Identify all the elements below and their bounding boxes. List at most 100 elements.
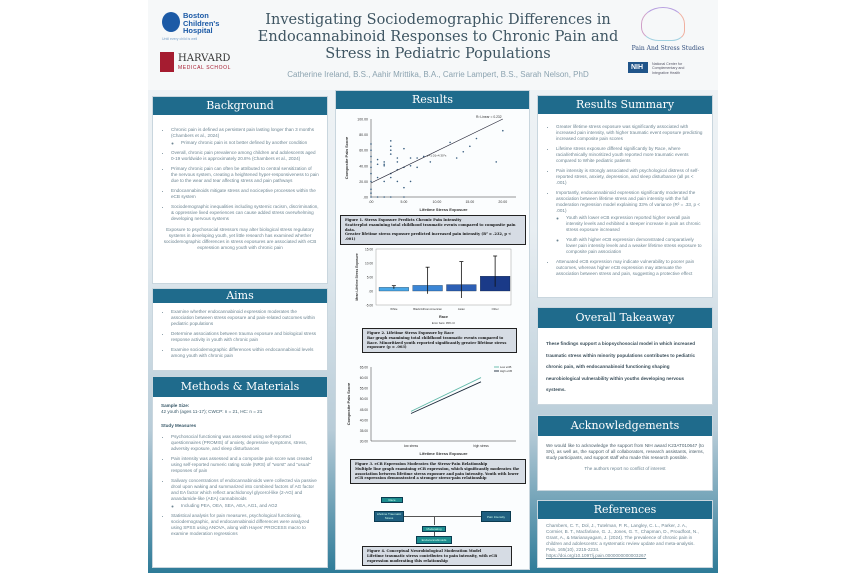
- moderation-diagram: Race Lifetime Traumatic Stress Pain Inte…: [336, 496, 531, 544]
- scatter-point: [422, 155, 425, 158]
- background-list: Chronic pain is defined as persistent pa…: [161, 127, 319, 222]
- sample-size-label: Sample Size:: [161, 403, 190, 408]
- y-tick-label: 15.00: [365, 248, 373, 252]
- scatter-point: [403, 186, 405, 189]
- figure1-title: Figure 1. Stress Exposure Predicts Chron…: [345, 218, 462, 222]
- methods-heading: Methods & Materials: [153, 377, 327, 397]
- acknowledgements-heading: Acknowledgements: [538, 416, 712, 436]
- scatter-point: [370, 172, 372, 175]
- y-tick-label: 80.00: [359, 133, 368, 137]
- y-tick-label: 60.00: [359, 149, 368, 153]
- results-heading: Results: [336, 91, 529, 109]
- scatter-point: [383, 165, 385, 167]
- references-heading: References: [538, 501, 712, 519]
- figure3-desc: Multiple line graph examining eCB expres…: [355, 466, 520, 481]
- list-item-text: Greater lifetime stress exposure was sig…: [556, 124, 703, 141]
- references-panel: References Chambers, C. T., Dol, J., Tut…: [537, 500, 713, 568]
- legend-label: Low eCB: [500, 365, 511, 369]
- list-item-text: Statistical analysis for pain measures, …: [171, 513, 310, 536]
- x-axis-label: Lifetime Stress Exposure: [419, 207, 468, 212]
- list-item: Endocannabinoids mitigate stress and noc…: [171, 188, 319, 200]
- y-tick-label: 40.00: [359, 164, 368, 168]
- list-item-text: Lifetime stress exposure differed signif…: [556, 146, 689, 163]
- y-tick-label: 30.00: [360, 440, 368, 444]
- aims-panel: Aims Examine whether endocannabinoid exp…: [152, 288, 328, 371]
- list-item: Overall, chronic pain prevalence among c…: [171, 150, 319, 162]
- authors: Catherine Ireland, B.S., Aahir Mrittika,…: [287, 70, 589, 79]
- takeaway-heading: Overall Takeaway: [538, 308, 712, 328]
- results-summary-panel: Results Summary Greater lifetime stress …: [537, 95, 713, 298]
- y-tick-label: 5.00: [367, 276, 373, 280]
- y-axis-label: Composite Pain Score: [346, 382, 351, 425]
- list-item: Examine whether endocannabinoid expressi…: [171, 309, 319, 327]
- scatter-point: [370, 192, 372, 194]
- x-tick-label: low stress: [404, 444, 419, 448]
- scatter-point: [396, 180, 399, 183]
- error-bar-note: Error bars: 95% CI: [432, 321, 455, 325]
- node-moderating: Moderating: [422, 526, 446, 532]
- list-item-text: Sociodemographic inequalities including …: [171, 204, 319, 221]
- list-item-text: Examine sociodemographic differences wit…: [171, 347, 314, 358]
- scatter-point: [429, 161, 432, 163]
- sub-list-item: Primary chronic pain is not better defin…: [181, 140, 319, 146]
- list-item-text: Endocannabinoids mitigate stress and noc…: [171, 188, 316, 199]
- y-tick-label: -5.00: [366, 304, 373, 308]
- y-tick-label: .00: [363, 196, 368, 200]
- x-tick-label: White: [390, 307, 398, 311]
- y-tick-label: .00: [369, 290, 374, 294]
- figure2-title: Figure 2. Lifetime Stress Exposure by Ra…: [367, 331, 454, 335]
- y-axis-label: Mean Lifetime Stress Exposure: [355, 253, 359, 301]
- scatter-point: [416, 157, 418, 159]
- list-item-text: Primary chronic pain can often be attrib…: [171, 166, 319, 183]
- list-item: Salivary concentrations of endocannabino…: [171, 478, 319, 509]
- list-item: Examine sociodemographic differences wit…: [171, 347, 319, 359]
- scatter-point: [389, 140, 392, 142]
- figure4-title: Figure 4. Conceptual Neurobiological Mod…: [367, 549, 482, 553]
- methods-list: Psychosocial functioning was assessed us…: [161, 434, 319, 537]
- list-item: Determine associations between trauma ex…: [171, 331, 319, 343]
- scatter-point: [370, 149, 372, 151]
- scatter-point: [389, 196, 392, 198]
- node-endocannabinoids: Endocannabinoids: [416, 536, 452, 544]
- x-tick-label: .00: [369, 200, 374, 204]
- list-item: Lifetime stress exposure differed signif…: [556, 146, 704, 164]
- reference-text: Chambers, C. T., Dol, J., Tutelman, P. R…: [546, 523, 699, 552]
- scatter-point: [409, 165, 412, 167]
- y-tick-label: 35.00: [360, 429, 368, 433]
- acknowledgements-text: We would like to acknowledge the support…: [546, 443, 704, 460]
- scatter-point: [370, 166, 372, 169]
- x-tick-label: 20.00: [498, 200, 507, 204]
- scatter-point: [449, 141, 451, 144]
- list-item-text: Pain intensity is strongly associated wi…: [556, 168, 699, 185]
- line-chart: 30.00 35.00 40.00 45.00 50.00 55.00 60.00 65.00…: [346, 365, 516, 456]
- scatter-point: [409, 157, 412, 159]
- scatter-point: [370, 161, 372, 163]
- list-item: Psychosocial functioning was assessed us…: [171, 434, 319, 452]
- background-closing: Exposure to psychosocial stressors may a…: [163, 227, 317, 250]
- results-panel: Results .00 20.00 40.00 60.00 80.00 100.00.00…: [335, 90, 530, 570]
- background-heading: Background: [153, 97, 327, 115]
- fit-line: [370, 118, 503, 184]
- scatter-point: [475, 137, 478, 140]
- list-item-text: Psychosocial functioning was assessed us…: [171, 434, 307, 451]
- figure4-desc: Lifetime traumatic stress contributes to…: [367, 553, 498, 563]
- list-item: Pain intensity was assessed and a compos…: [171, 456, 319, 474]
- x-tick-label: 5.00: [401, 200, 408, 204]
- takeaway-panel: Overall Takeaway These findings support …: [537, 307, 713, 405]
- bar-chart: -5.00 .00 5.00 10.00 15.00 White Black/African…: [355, 248, 512, 325]
- sub-list-item: Youth with lower eCB expression reported…: [566, 215, 704, 233]
- figure4-caption: Figure 4. Conceptual Neurobiological Mod…: [362, 546, 512, 567]
- fit-label: R² Linear = 0.232: [476, 115, 502, 119]
- reference-doi-link[interactable]: https://doi.org/10.1097/j.pain.000000000…: [546, 553, 647, 558]
- figure2-caption: Figure 2. Lifetime Stress Exposure by Ra…: [362, 328, 517, 354]
- node-race: Race: [381, 497, 403, 503]
- takeaway-text: These findings support a biopsychosocial…: [546, 341, 696, 392]
- scatter-point: [416, 166, 418, 169]
- sub-list-item: Youth with higher eCB expression demonst…: [566, 237, 704, 255]
- scatter-point: [389, 149, 392, 151]
- y-tick-label: 45.00: [360, 408, 368, 412]
- scatter-point: [389, 176, 392, 179]
- x-tick-label: 10.00: [433, 200, 442, 204]
- x-axis-label: Lifetime Stress Exposure: [419, 451, 468, 456]
- scatter-point: [370, 188, 372, 190]
